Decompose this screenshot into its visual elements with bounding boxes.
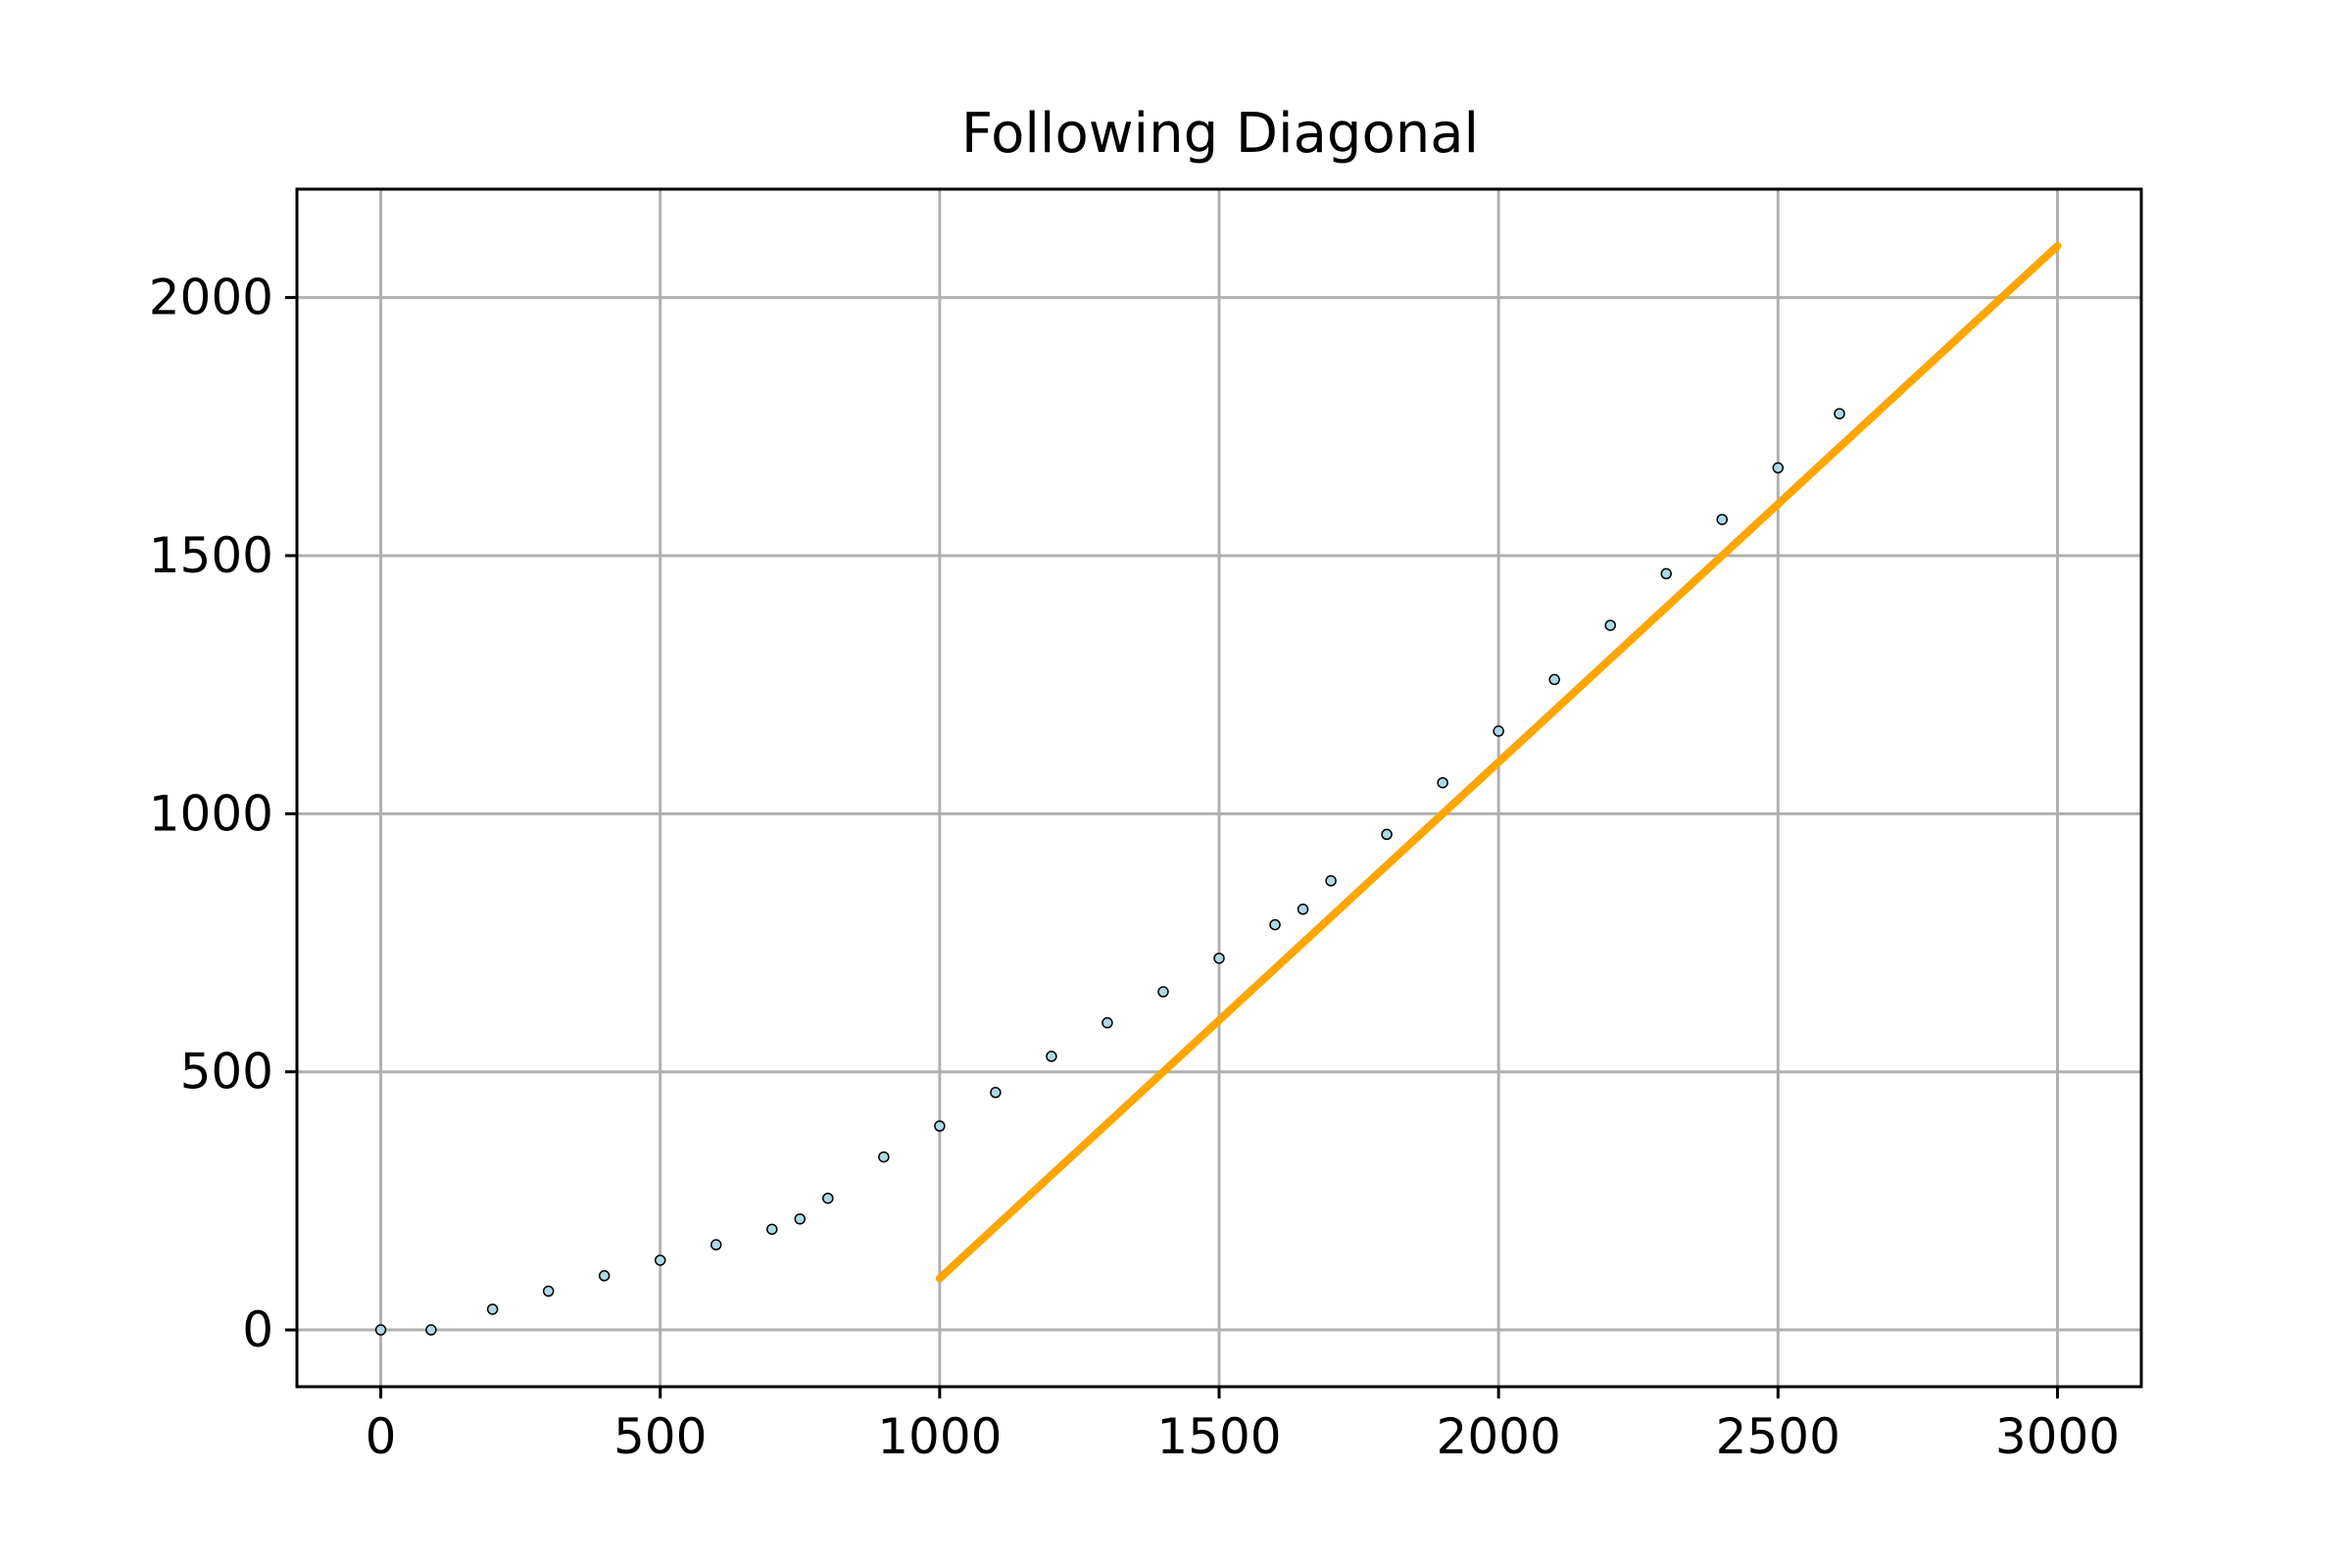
scatter-point (598, 1270, 611, 1282)
scatter-point (1269, 918, 1281, 931)
scatter-point (1325, 875, 1337, 887)
scatter-point (374, 1324, 387, 1336)
series-layer (374, 241, 2062, 1336)
grid (297, 189, 2141, 1387)
y-tick-label: 1500 (149, 527, 273, 584)
scatter-point (1381, 828, 1393, 841)
scatter-point (1493, 725, 1504, 737)
scatter-point (1604, 619, 1616, 631)
y-axis-ticks: 0 500 1000 1500 2000 (149, 270, 297, 1358)
scatter-point (1716, 514, 1729, 525)
y-tick-label: 0 (242, 1301, 273, 1358)
scatter-point (934, 1120, 946, 1132)
y-tick-label: 1000 (149, 785, 273, 842)
scatter-point (1660, 567, 1672, 580)
scatter-point (654, 1254, 666, 1266)
scatter-point (1437, 776, 1448, 789)
scatter-point (878, 1151, 890, 1163)
scatter-point (710, 1239, 722, 1250)
diagonal-line (935, 241, 2062, 1283)
scatter-point (1297, 904, 1309, 915)
scatter-point (486, 1303, 499, 1315)
plot-frame (295, 187, 2143, 1389)
x-tick-label: 1500 (1156, 1408, 1281, 1465)
scatter-point (1157, 986, 1169, 998)
x-tick-label: 2500 (1716, 1408, 1840, 1465)
scatter-point (822, 1192, 834, 1204)
scatter-point (1834, 408, 1845, 419)
y-tick-label: 2000 (149, 270, 273, 326)
scatter-point (1772, 462, 1785, 474)
x-tick-label: 2000 (1437, 1408, 1561, 1465)
x-tick-label: 0 (366, 1408, 397, 1465)
scatter-point (425, 1324, 437, 1336)
scatter-point (1548, 673, 1560, 686)
scatter-point (990, 1087, 1002, 1099)
y-tick-label: 500 (180, 1044, 273, 1101)
x-axis-ticks: 0 500 1000 1500 2000 2500 3000 (366, 1387, 2120, 1465)
scatter-point (1213, 953, 1225, 964)
x-tick-label: 3000 (1995, 1408, 2120, 1465)
scatter-point (1102, 1016, 1113, 1029)
x-tick-label: 1000 (877, 1408, 1002, 1465)
scatter-point (542, 1285, 555, 1298)
chart-title: Following Diagonal (961, 102, 1479, 166)
x-tick-label: 500 (613, 1408, 707, 1465)
scatter-point (766, 1223, 778, 1236)
scatter-point (794, 1213, 807, 1225)
scatter-point (1046, 1051, 1057, 1062)
